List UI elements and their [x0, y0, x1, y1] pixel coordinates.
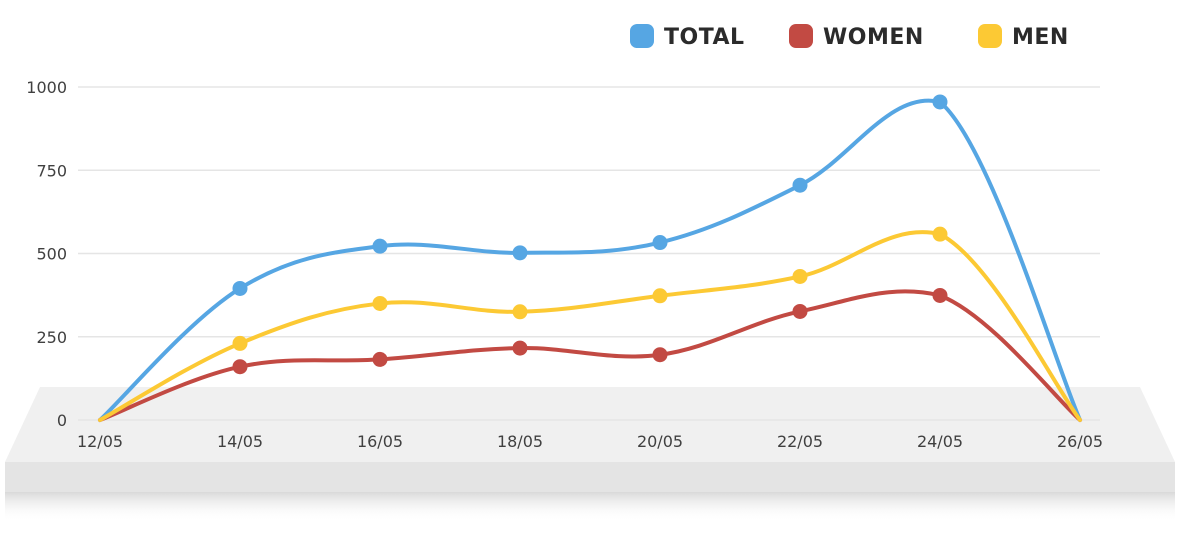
platform-top	[5, 387, 1175, 462]
legend-swatch	[789, 24, 813, 48]
series-line-total	[98, 98, 1082, 422]
legend-label: TOTAL	[664, 25, 745, 50]
x-tick-label: 18/05	[497, 432, 543, 451]
data-point-women	[792, 303, 808, 319]
data-point-men	[652, 288, 668, 304]
series-lines	[98, 98, 1082, 422]
x-tick-label: 26/05	[1057, 432, 1103, 451]
data-point-women	[652, 347, 668, 363]
data-point-men	[932, 226, 948, 242]
data-point-women	[372, 351, 388, 367]
data-point-total	[512, 245, 528, 261]
x-tick-label: 22/05	[777, 432, 823, 451]
legend-item-total: TOTAL	[630, 24, 745, 50]
y-tick-label: 750	[36, 161, 67, 180]
legend-item-women: WOMEN	[789, 24, 924, 50]
data-point-men	[512, 304, 528, 320]
data-point-total	[372, 238, 388, 254]
data-point-men	[372, 295, 388, 311]
x-tick-label: 24/05	[917, 432, 963, 451]
data-point-total	[932, 94, 948, 110]
y-tick-label: 500	[36, 245, 67, 264]
x-axis: 12/05 14/05 16/05 18/05 20/05 22/05 24/05 26/05	[77, 432, 1103, 451]
data-point-total	[792, 177, 808, 193]
data-point-men	[232, 335, 248, 351]
data-point-women	[232, 359, 248, 375]
data-point-total	[232, 280, 248, 296]
data-point-men	[792, 268, 808, 284]
legend: TOTAL WOMEN MEN	[630, 24, 1069, 50]
y-axis: 0 250 500 750 1000	[26, 78, 67, 430]
legend-swatch	[630, 24, 654, 48]
legend-label: MEN	[1012, 25, 1069, 50]
legend-swatch	[978, 24, 1002, 48]
series-points	[232, 94, 948, 375]
platform-front	[5, 462, 1175, 492]
y-tick-label: 250	[36, 328, 67, 347]
legend-label: WOMEN	[823, 25, 924, 50]
legend-item-men: MEN	[978, 24, 1069, 50]
y-tick-label: 0	[57, 411, 67, 430]
data-point-total	[652, 235, 668, 251]
platform-shadow	[5, 492, 1175, 522]
x-tick-label: 20/05	[637, 432, 683, 451]
data-point-women	[512, 340, 528, 356]
x-tick-label: 14/05	[217, 432, 263, 451]
platform	[5, 387, 1175, 522]
y-tick-label: 1000	[26, 78, 67, 97]
x-tick-label: 16/05	[357, 432, 403, 451]
data-point-women	[932, 287, 948, 303]
x-tick-label: 12/05	[77, 432, 123, 451]
